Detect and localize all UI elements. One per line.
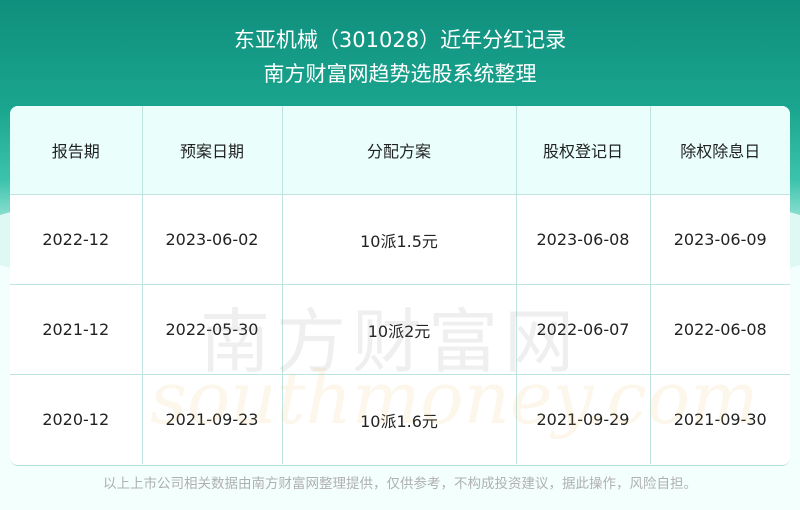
table-row: 2021-12 2022-05-30 10派2元 2022-06-07 2022…	[10, 284, 790, 375]
page-subtitle: 南方财富网趋势选股系统整理	[263, 62, 537, 86]
table-row: 2020-12 2021-09-23 10派1.6元 2021-09-29 20…	[10, 374, 790, 464]
cell-report-period: 2020-12	[10, 374, 143, 464]
col-header-record-date: 股权登记日	[516, 106, 651, 195]
cell-ex-dividend-date: 2023-06-09	[650, 194, 790, 285]
cell-report-period: 2021-12	[10, 284, 143, 375]
cell-distribution-plan: 10派1.5元	[282, 194, 517, 285]
page-title: 东亚机械（301028）近年分红记录	[233, 28, 567, 52]
cell-report-period: 2022-12	[10, 194, 143, 285]
cell-distribution-plan: 10派1.6元	[282, 374, 517, 464]
disclaimer-footer: 以上上市公司相关数据由南方财富网整理提供，仅供参考，不构成投资建议，据此操作，风…	[103, 476, 697, 492]
cell-ex-dividend-date: 2022-06-08	[650, 284, 790, 375]
col-header-ex-dividend-date: 除权除息日	[650, 106, 790, 195]
cell-plan-date: 2023-06-02	[142, 194, 283, 285]
cell-plan-date: 2021-09-23	[142, 374, 283, 464]
col-header-distribution-plan: 分配方案	[282, 106, 517, 195]
cell-ex-dividend-date: 2021-09-30	[673, 410, 767, 429]
cell-distribution-plan: 10派2元	[282, 284, 517, 375]
table-header-row: 报告期 预案日期 分配方案 股权登记日 除权除息日	[10, 106, 790, 195]
table-row: 2022-12 2023-06-02 10派1.5元 2023-06-08 20…	[10, 194, 790, 285]
dividend-table-card: 报告期 预案日期 分配方案 股权登记日 除权除息日 2022-12 2023-0…	[10, 106, 790, 466]
col-header-report-period: 报告期	[10, 106, 143, 195]
cell-record-date: 2021-09-29	[516, 374, 651, 464]
cell-record-date: 2022-06-07	[516, 284, 651, 375]
cell-plan-date: 2022-05-30	[142, 284, 283, 375]
col-header-plan-date: 预案日期	[142, 106, 283, 195]
cell-record-date: 2023-06-08	[516, 194, 651, 285]
dividend-table: 报告期 预案日期 分配方案 股权登记日 除权除息日 2022-12 2023-0…	[10, 106, 790, 464]
